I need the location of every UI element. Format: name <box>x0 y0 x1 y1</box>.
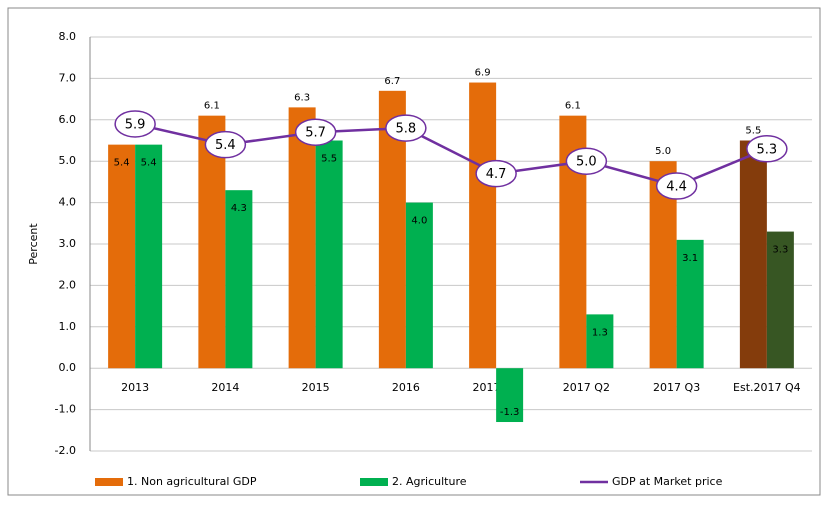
data-label: 5.9 <box>125 117 146 132</box>
data-label: 4.7 <box>486 167 507 182</box>
bar <box>676 239 704 369</box>
y-tick-label: -1.0 <box>55 403 76 416</box>
legend-label: 2. Agriculture <box>392 475 467 488</box>
y-axis-label: Percent <box>27 223 40 265</box>
line-label-bubble <box>746 135 788 163</box>
bar <box>739 140 767 369</box>
data-label: 5.4 <box>141 158 157 169</box>
data-label: 4.3 <box>231 203 247 214</box>
data-label: 5.4 <box>215 138 236 153</box>
y-tick-label: 3.0 <box>59 237 77 250</box>
data-label: 6.1 <box>204 101 220 112</box>
data-label: 6.1 <box>565 101 581 112</box>
bar <box>108 144 136 369</box>
y-tick-label: 0.0 <box>59 361 77 374</box>
data-label: 6.3 <box>294 92 310 103</box>
bar <box>469 82 497 369</box>
data-label: 4.0 <box>411 216 427 227</box>
data-label: 5.3 <box>757 142 778 157</box>
x-tick-label: 2016 <box>392 381 420 394</box>
bar <box>586 314 614 369</box>
data-label: 5.0 <box>655 146 671 157</box>
legend-label: GDP at Market price <box>612 475 723 488</box>
x-tick-label: 2014 <box>211 381 239 394</box>
y-tick-label: -2.0 <box>55 444 76 457</box>
data-label: 4.4 <box>666 180 687 195</box>
data-label: 5.4 <box>114 158 130 169</box>
bar <box>766 231 794 369</box>
x-tick-label: 2015 <box>302 381 330 394</box>
bar <box>315 140 343 369</box>
line-label-bubble <box>655 172 698 200</box>
data-label: 6.7 <box>384 76 400 87</box>
y-tick-label: 6.0 <box>59 113 77 126</box>
legend-swatch <box>95 478 123 486</box>
line-label-bubble <box>385 114 427 142</box>
line-label-bubble <box>475 159 517 188</box>
y-tick-label: 1.0 <box>59 320 77 333</box>
data-label: 3.1 <box>682 253 698 264</box>
x-tick-label: Est.2017 Q4 <box>733 381 801 394</box>
data-label: 5.5 <box>745 126 761 137</box>
data-label: 5.5 <box>321 154 337 165</box>
data-label: 5.8 <box>396 122 417 137</box>
x-tick-label: 2017 Q3 <box>653 381 700 394</box>
bar <box>405 202 433 369</box>
bar <box>135 144 163 369</box>
line-label-bubble <box>565 147 608 175</box>
bar <box>496 368 524 423</box>
bar <box>225 190 253 369</box>
data-label: 6.9 <box>475 68 491 79</box>
legend-swatch <box>360 478 388 486</box>
data-label: 3.3 <box>772 245 788 256</box>
data-label: 5.0 <box>576 155 597 170</box>
y-tick-label: 2.0 <box>59 278 77 291</box>
line-label-bubble <box>204 130 247 159</box>
line-label-bubble <box>294 118 337 146</box>
y-tick-label: 5.0 <box>59 154 77 167</box>
bar <box>288 107 316 369</box>
y-tick-label: 4.0 <box>59 196 77 209</box>
data-label: -1.3 <box>500 407 520 418</box>
x-tick-label: 2013 <box>121 381 149 394</box>
data-label: 1.3 <box>592 327 608 338</box>
legend-label: 1. Non agricultural GDP <box>127 475 257 488</box>
line-label-bubble <box>114 110 156 138</box>
y-tick-label: 8.0 <box>59 30 77 43</box>
y-tick-label: 7.0 <box>59 71 77 84</box>
data-label: 5.7 <box>305 126 326 141</box>
x-tick-label: 2017 Q2 <box>563 381 610 394</box>
